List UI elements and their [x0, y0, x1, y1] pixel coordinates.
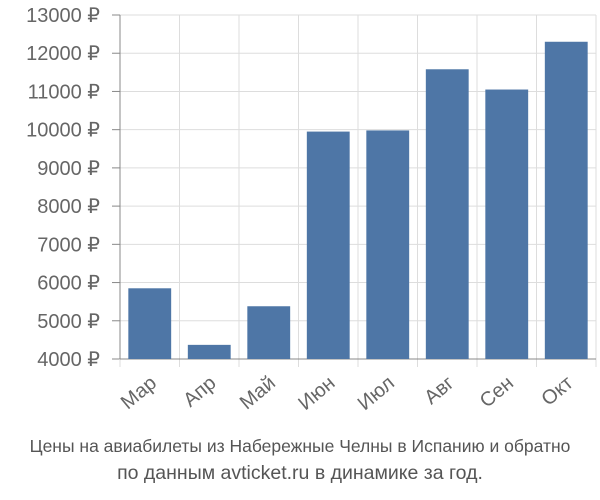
x-tick-label: Авг [420, 372, 458, 409]
bar-2 [187, 344, 231, 359]
x-tick-label: Окт [538, 372, 578, 411]
x-tick-label: Июл [354, 372, 399, 415]
chart-caption-line-1: Цены на авиабилеты из Набережные Челны в… [29, 436, 571, 456]
y-tick-label: 8000 ₽ [37, 196, 100, 218]
bar-4 [306, 131, 350, 359]
y-tick-label: 6000 ₽ [37, 273, 100, 295]
y-tick-label: 4000 ₽ [37, 349, 100, 371]
y-tick-label: 10000 ₽ [26, 120, 100, 142]
y-tick-label: 13000 ₽ [26, 5, 100, 27]
y-tick-label: 9000 ₽ [37, 158, 100, 180]
y-tick-label: 12000 ₽ [26, 43, 100, 65]
x-tick-label: Апр [179, 372, 220, 412]
x-tick-label: Мар [117, 372, 161, 414]
bar-chart: 4000 ₽ 5000 ₽ 6000 ₽ 7000 ₽ 8000 ₽ 9000 ₽ 1000… [26, 5, 597, 415]
bar-8 [544, 41, 588, 359]
bar-3 [247, 306, 291, 359]
bar-7 [485, 89, 529, 360]
chart-caption-line-2: по данным avticket.ru в динамике за год. [117, 462, 483, 484]
bar-1 [128, 288, 172, 359]
y-tick-label: 5000 ₽ [37, 311, 100, 333]
y-tick-label: 7000 ₽ [37, 234, 100, 256]
x-tick-label: Июн [294, 372, 339, 415]
bar-6 [425, 69, 469, 359]
x-tick-label: Сен [476, 372, 518, 412]
bar-5 [366, 130, 410, 359]
x-tick-label: Май [236, 372, 280, 414]
y-tick-label: 11000 ₽ [28, 81, 101, 103]
